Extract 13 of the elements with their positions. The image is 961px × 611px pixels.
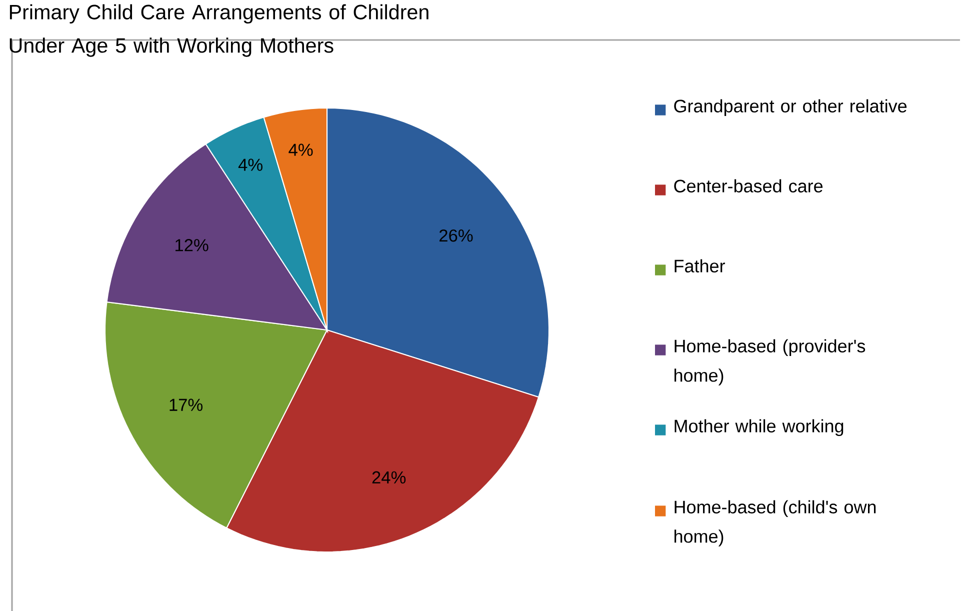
legend-label: Father — [674, 259, 725, 272]
data-label: 4% — [238, 158, 262, 171]
data-label: 24% — [372, 471, 406, 484]
data-label: 26% — [440, 229, 473, 242]
data-label: 4% — [288, 144, 313, 156]
legend-label: Mother while working — [674, 419, 844, 436]
legend-label: Grandparent or other relative — [674, 99, 907, 116]
chart-title: Primary Child Care Arrangements of Children Under Age 5 with Working Mothers — [10, 4, 428, 57]
legend-label: Center-based care — [674, 179, 823, 192]
data-label: 17% — [170, 398, 203, 411]
legend-label: Home-based (provider's home) — [674, 339, 866, 386]
data-label: 12% — [176, 239, 208, 252]
legend-label: Home-based (child's own home) — [674, 500, 876, 546]
